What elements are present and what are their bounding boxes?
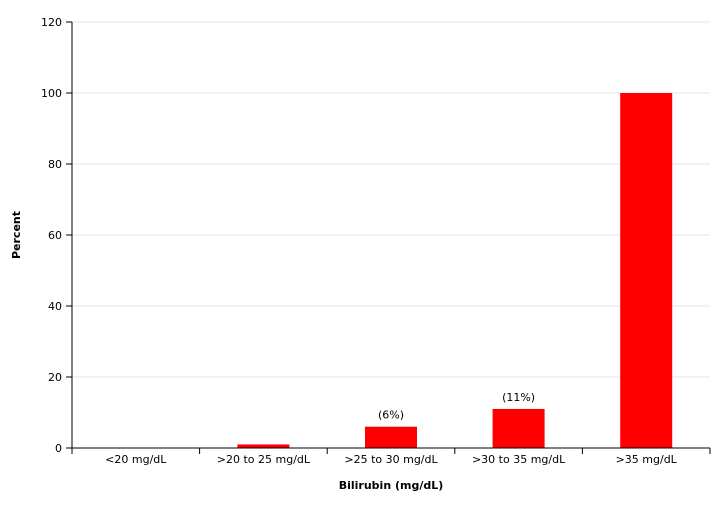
x-tick-label: >30 to 35 mg/dL [472,453,566,466]
bar-data-label: (11%) [502,391,535,404]
x-tick-label: >20 to 25 mg/dL [217,453,311,466]
x-tick-label: >25 to 30 mg/dL [344,453,438,466]
bar [492,408,545,448]
y-tick-label: 0 [55,442,62,455]
x-tick-label: <20 mg/dL [105,453,167,466]
x-axis-title: Bilirubin (mg/dL) [339,479,444,492]
bar [237,444,290,448]
bar [620,93,673,448]
y-ticks: 0 20 40 60 80 100 120 [41,16,72,455]
x-tick-label: >35 mg/dL [616,453,678,466]
y-tick-label: 100 [41,87,62,100]
y-axis-title: Percent [10,211,23,259]
data-labels: (6%) (11%) [378,391,535,422]
x-ticks: <20 mg/dL >20 to 25 mg/dL >25 to 30 mg/dL >… [71,448,711,466]
y-tick-label: 80 [48,158,62,171]
bar [365,426,417,448]
bar-data-label: (6%) [378,409,404,422]
gridlines [72,21,710,378]
y-tick-label: 20 [48,371,62,384]
y-tick-label: 120 [41,16,62,29]
y-tick-label: 40 [48,300,62,313]
y-tick-label: 60 [48,229,62,242]
bars [237,93,673,448]
